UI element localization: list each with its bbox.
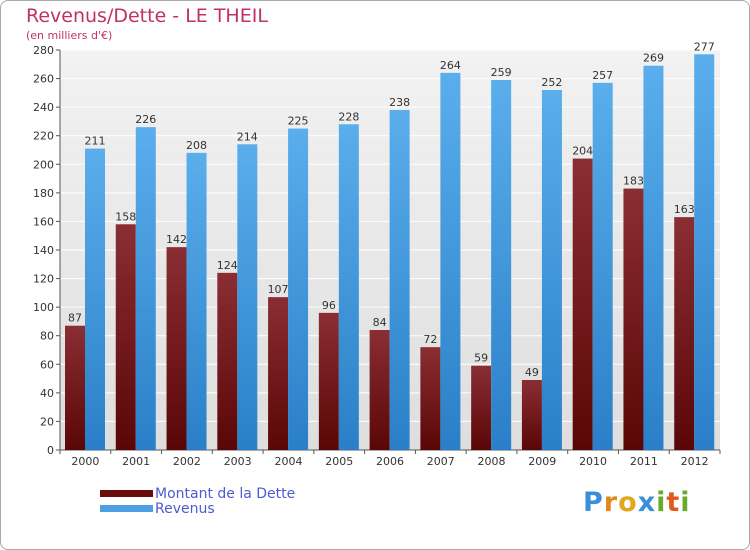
bar-revenus [592,82,613,450]
bar-dette [420,347,441,450]
data-label: 259 [491,66,512,79]
x-tick-label: 2008 [478,455,506,468]
bar-dette [369,330,390,450]
x-tick-label: 2009 [528,455,556,468]
y-tick-label: 40 [40,387,54,400]
bar-dette [217,272,238,450]
legend-label-dette: Montant de la Dette [155,486,296,502]
y-tick-label: 200 [33,158,54,171]
bar-dette [65,325,85,450]
y-tick-label: 240 [33,101,54,114]
bar-dette [674,217,695,450]
y-tick-label: 220 [33,130,54,143]
data-label: 277 [694,40,715,53]
data-label: 124 [217,259,238,272]
y-tick-label: 140 [33,244,54,257]
x-tick-label: 2012 [681,455,709,468]
data-label: 87 [68,312,82,325]
data-label: 163 [674,203,695,216]
data-label: 264 [440,59,461,72]
data-label: 183 [623,175,644,188]
bar-revenus [694,54,715,451]
data-label: 158 [115,210,136,223]
bar-revenus [491,80,512,450]
bar-dette [318,312,339,450]
data-label: 238 [389,96,410,109]
y-tick-label: 0 [47,444,54,457]
data-label: 204 [572,145,593,158]
data-label: 59 [474,352,488,365]
bar-revenus [541,90,562,450]
logo-letter: t [666,487,681,518]
logo-letter: x [637,487,657,518]
x-tick-label: 2011 [630,455,658,468]
x-tick-label: 2010 [579,455,607,468]
data-label: 225 [288,115,309,128]
bar-dette [471,365,492,450]
bar-dette [521,380,542,450]
data-label: 84 [373,316,387,329]
y-tick-label: 160 [33,215,54,228]
x-tick-label: 2004 [274,455,302,468]
data-label: 107 [268,283,289,296]
data-label: 72 [423,333,437,346]
x-tick-label: 2005 [325,455,353,468]
logo-letter: P [583,487,604,518]
data-label: 49 [525,366,539,379]
bar-dette [268,297,289,450]
chart-title: Revenus/Dette - LE THEIL [26,5,268,27]
bar-revenus [135,127,156,451]
bar-revenus [389,110,410,450]
logo-letter: i [680,487,691,518]
proxiti-logo: Proxiti [583,487,691,518]
data-label: 228 [338,110,359,123]
data-label: 142 [166,233,187,246]
legend-swatch-dette [100,490,153,497]
data-label: 257 [592,69,613,82]
y-tick-label: 280 [33,44,54,57]
data-label: 208 [186,139,207,152]
bar-revenus [643,65,664,450]
x-tick-label: 2001 [122,455,150,468]
y-tick-label: 60 [40,358,54,371]
y-tick-label: 20 [40,415,54,428]
x-tick-label: 2002 [173,455,201,468]
bar-dette [166,247,187,450]
bar-revenus [237,144,258,451]
legend-label-revenus: Revenus [155,501,215,517]
data-label: 96 [322,299,336,312]
x-tick-label: 2003 [224,455,252,468]
chart-subtitle: (en milliers d'€) [26,29,113,42]
bar-revenus [186,152,207,450]
y-tick-label: 260 [33,73,54,86]
bar-revenus [85,148,105,451]
bar-dette [572,158,593,451]
data-label: 252 [541,76,562,89]
data-label: 214 [237,130,258,143]
y-tick-label: 80 [40,330,54,343]
logo-letter: o [618,487,638,518]
x-tick-label: 2000 [71,455,99,468]
bar-revenus [338,124,359,451]
bar-dette [115,224,136,450]
data-label: 211 [85,135,106,148]
y-tick-label: 100 [33,301,54,314]
x-tick-label: 2006 [376,455,404,468]
y-tick-label: 120 [33,273,54,286]
bar-revenus [440,72,461,450]
logo-letter: r [603,487,619,518]
data-label: 269 [643,52,664,65]
y-tick-label: 180 [33,187,54,200]
x-tick-label: 2007 [427,455,455,468]
legend-swatch-revenus [100,505,153,512]
data-label: 226 [135,113,156,126]
bar-dette [623,188,644,451]
logo-letter: i [656,487,667,518]
bar-revenus [288,128,309,451]
